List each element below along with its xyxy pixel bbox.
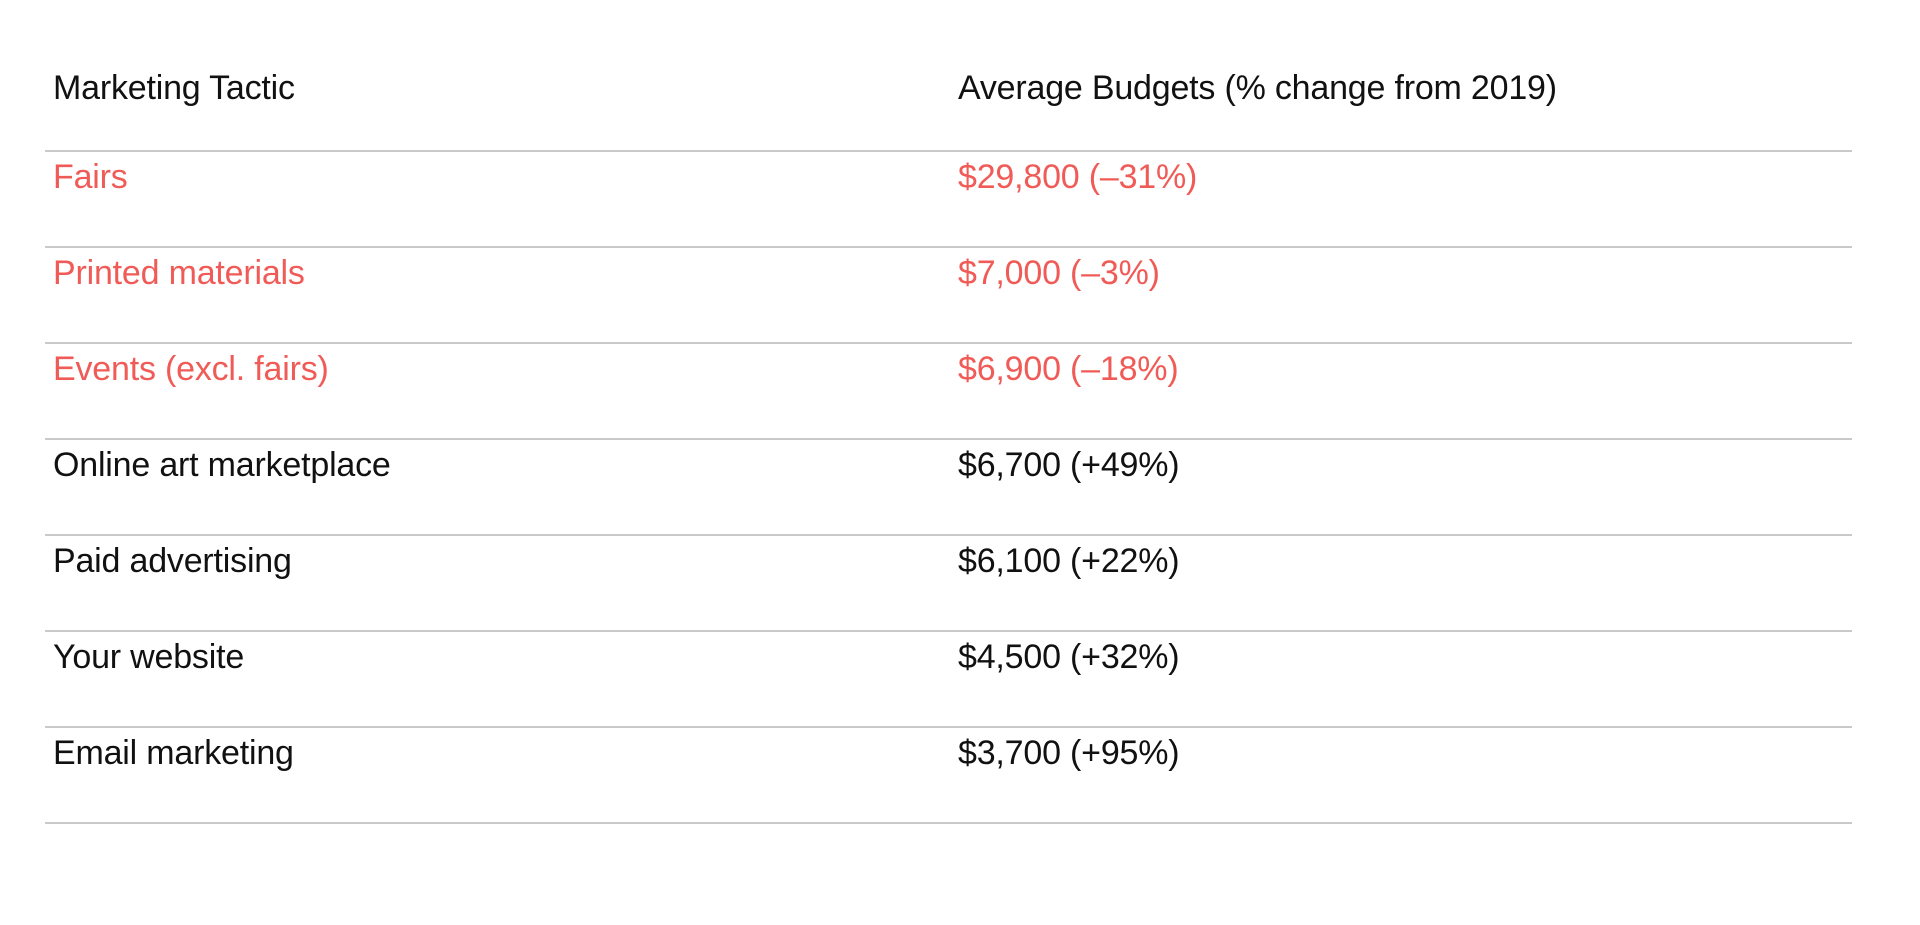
tactic-cell: Printed materials (53, 254, 305, 292)
table-header: Marketing Tactic Average Budgets (% chan… (45, 0, 1852, 150)
tactic-cell: Your website (53, 638, 245, 676)
table-row: Printed materials $7,000 (–3%) (45, 246, 1852, 342)
tactic-cell: Paid advertising (53, 542, 292, 580)
tactic-cell: Email marketing (53, 734, 294, 772)
table-row: Online art marketplace $6,700 (+49%) (45, 438, 1852, 534)
table-row: Fairs $29,800 (–31%) (45, 150, 1852, 246)
budget-cell: $6,100 (+22%) (958, 542, 1180, 580)
table-row: Your website $4,500 (+32%) (45, 630, 1852, 726)
budget-table: Marketing Tactic Average Budgets (% chan… (45, 0, 1852, 824)
budget-cell: $29,800 (–31%) (958, 158, 1198, 196)
budget-cell: $3,700 (+95%) (958, 734, 1180, 772)
budget-cell: $4,500 (+32%) (958, 638, 1180, 676)
budget-cell: $7,000 (–3%) (958, 254, 1160, 292)
tactic-cell: Fairs (53, 158, 128, 196)
budget-cell: $6,700 (+49%) (958, 446, 1180, 484)
bottom-divider (45, 822, 1852, 824)
table-row: Paid advertising $6,100 (+22%) (45, 534, 1852, 630)
budget-cell: $6,900 (–18%) (958, 350, 1179, 388)
header-col-tactic: Marketing Tactic (53, 69, 295, 107)
table-row: Events (excl. fairs) $6,900 (–18%) (45, 342, 1852, 438)
header-col-budget: Average Budgets (% change from 2019) (958, 69, 1557, 107)
tactic-cell: Events (excl. fairs) (53, 350, 329, 388)
tactic-cell: Online art marketplace (53, 446, 391, 484)
table-row: Email marketing $3,700 (+95%) (45, 726, 1852, 822)
table-body: Fairs $29,800 (–31%) Printed materials $… (45, 150, 1852, 822)
